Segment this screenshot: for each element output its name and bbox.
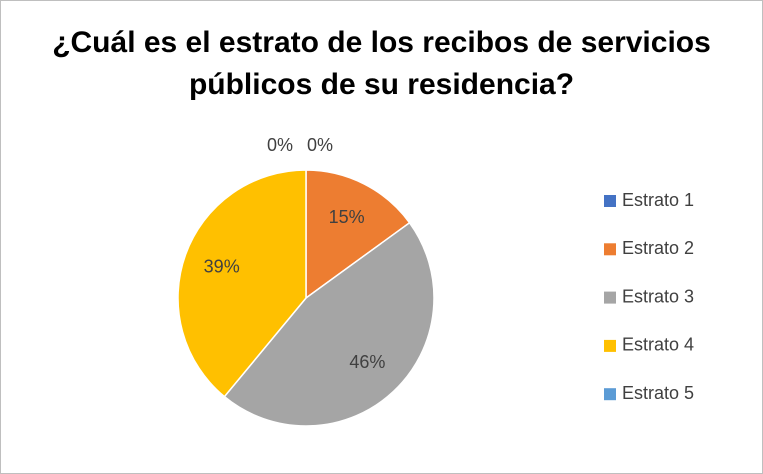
- legend-swatch: [604, 195, 616, 207]
- data-label: 0%: [267, 135, 293, 155]
- data-label: 0%: [307, 135, 333, 155]
- pie-slice: [177, 169, 307, 398]
- legend-swatch: [604, 388, 616, 401]
- legend-label: Estrato 4: [622, 335, 694, 355]
- legend-label: Estrato 2: [622, 238, 694, 258]
- data-label: 46%: [349, 352, 385, 372]
- legend-label: Estrato 5: [622, 383, 694, 403]
- pie-slice: [305, 169, 411, 300]
- legend-swatch: [604, 339, 616, 352]
- legend-label: Estrato 3: [622, 286, 694, 306]
- legend-swatch: [604, 291, 616, 304]
- data-label: 15%: [329, 207, 365, 227]
- legend-swatch: [604, 243, 616, 256]
- pie-slice: [223, 221, 435, 427]
- data-label: 39%: [204, 256, 240, 276]
- legend-label: Estrato 1: [622, 190, 694, 210]
- chart-title: ¿Cuál es el estrato de los recibos de se…: [52, 26, 711, 101]
